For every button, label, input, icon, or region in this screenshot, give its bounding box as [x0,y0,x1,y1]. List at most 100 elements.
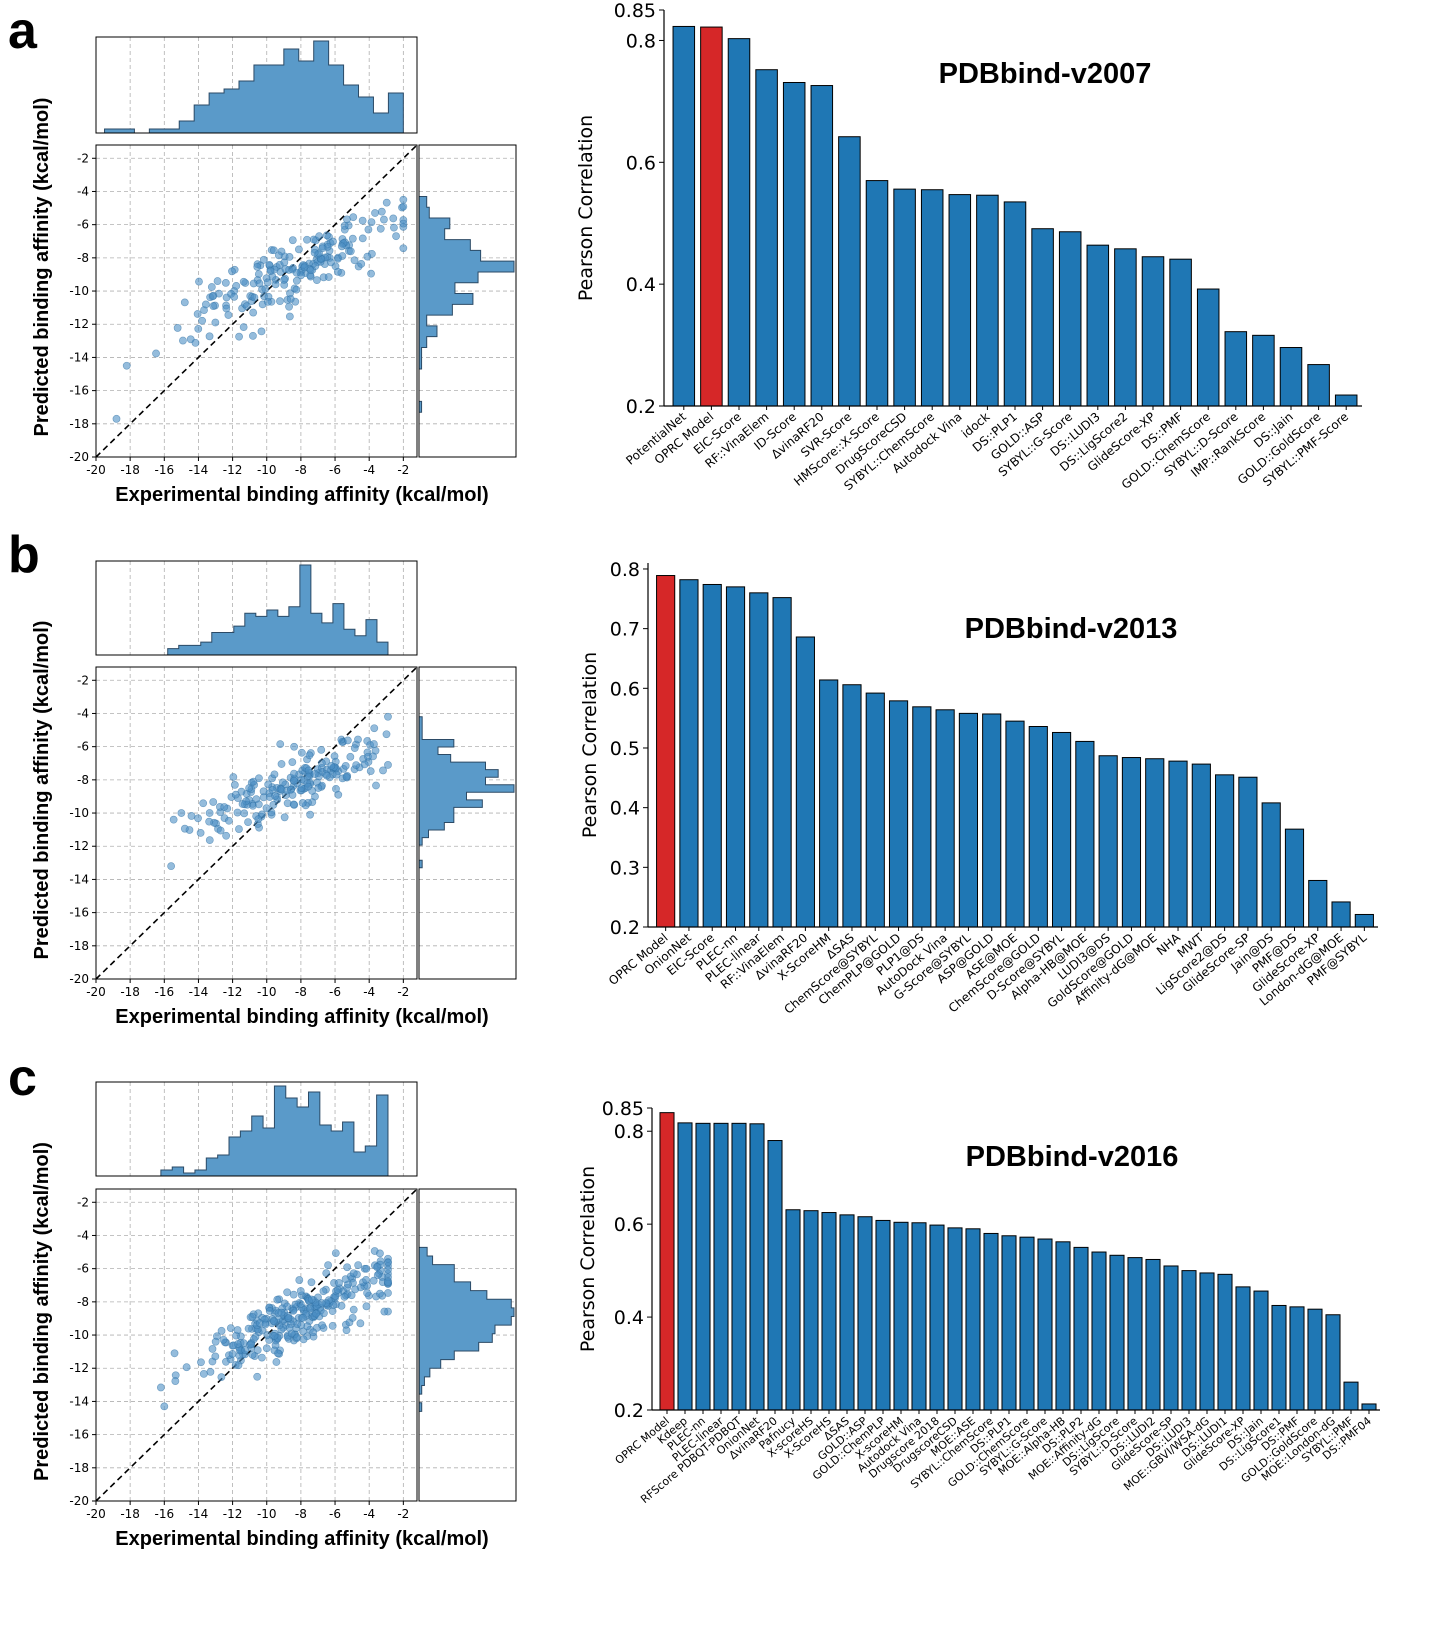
scatter-point [222,831,231,840]
scatter-point [248,1313,257,1321]
scatter-point [320,1309,328,1318]
scatter-point [299,1313,307,1322]
scatter-point [342,772,351,781]
scatter-point [249,331,257,340]
scatter-point [286,785,295,794]
x-tick-label: -4 [363,985,375,999]
scatter-point [182,1363,191,1372]
bar [958,712,979,928]
scatter-point [305,751,314,760]
y-axis-label: Predicted binding affinity (kcal/mol) [31,98,53,437]
scatter-point [285,1323,294,1332]
x-tick-label: -20 [86,463,106,477]
scatter-point [239,277,248,286]
x-tick-label: -6 [329,1507,341,1521]
scatter-point [331,1249,340,1257]
scatter-point [211,1352,220,1361]
scatter-point [303,235,311,244]
scatter-point [199,1369,208,1378]
bar [1217,1273,1233,1411]
top-histogram-frame [95,36,418,134]
bar [1253,1290,1269,1411]
y-tick-label: 0.4 [614,1307,644,1329]
top-histogram-frame [95,560,418,656]
bar [1109,1254,1125,1411]
x-tick-label: -8 [295,1507,307,1521]
y-tick-label: -8 [77,1295,89,1309]
scatter-point [347,1291,356,1300]
scatter-point [276,297,284,306]
x-axis-label: Experimental binding affinity (kcal/mol) [115,1528,488,1550]
scatter-point [399,202,408,211]
y-tick-label: -4 [77,706,89,720]
scatter-point [288,236,297,245]
y-tick-label: -2 [77,1195,89,1209]
scatter-point [221,278,230,287]
scatter-point [255,279,264,288]
scatter-point [179,336,187,345]
scatter-point [373,1271,382,1280]
bar [1307,364,1330,407]
bar [1114,248,1137,407]
scatter-point [323,231,331,240]
scatter-point [281,265,290,274]
y-tick-label: 0.6 [614,1214,644,1236]
scatter-point [244,818,252,826]
y-tick-label: -8 [77,773,89,787]
scatter-point [156,1383,165,1392]
scatter-point [254,815,263,824]
scatter-point [399,219,408,228]
scatter-point [269,1316,278,1325]
bar [983,1232,999,1411]
bar [725,586,746,928]
x-axis-label: Experimental binding affinity (kcal/mol) [115,484,488,506]
scatter-point [169,815,178,824]
scatter-point [173,324,182,332]
scatter-point [376,1249,384,1258]
scatter-point [280,276,288,284]
y-tick-label: -20 [69,450,89,464]
bar [888,700,909,928]
bar [838,136,861,407]
scatter-point [230,292,239,301]
bar [749,592,769,928]
scatter-point [263,298,272,306]
scatter-point [205,836,214,845]
bar [713,1122,729,1411]
scatter-point [363,252,372,261]
x-tick-label: -18 [120,985,140,999]
scatter-point [290,776,298,785]
bar [1331,901,1351,928]
bar [1098,755,1118,928]
y-tick-label: -2 [77,151,89,165]
x-tick-label: -6 [329,985,341,999]
scatter-point [217,1373,226,1382]
scatter-point [274,251,283,260]
bar [1354,913,1374,928]
scatter-point [273,1295,282,1304]
scatter-point [226,1324,235,1333]
scatter-point [333,267,342,276]
scatter-point [198,316,207,325]
scatter-point [338,252,347,260]
bar [935,709,955,928]
scatter-point [349,1305,358,1314]
scatter-point [248,1350,257,1359]
bar [731,1122,747,1411]
scatter-point [225,816,233,825]
scatter-point [177,809,186,817]
y-tick-label: -12 [69,317,89,331]
scatter-point [285,302,293,311]
scatter-point [340,1292,349,1301]
x-tick-label: -12 [223,463,243,477]
scatter-point [356,1319,365,1328]
scatter-point [191,338,200,347]
scatter-point [370,724,379,733]
y-tick-label: -16 [69,1428,89,1442]
scatter-frame [95,1188,418,1502]
scatter-point [269,246,278,255]
bar [1055,1241,1071,1411]
bar [1001,1235,1017,1411]
scatter-point [216,826,225,835]
